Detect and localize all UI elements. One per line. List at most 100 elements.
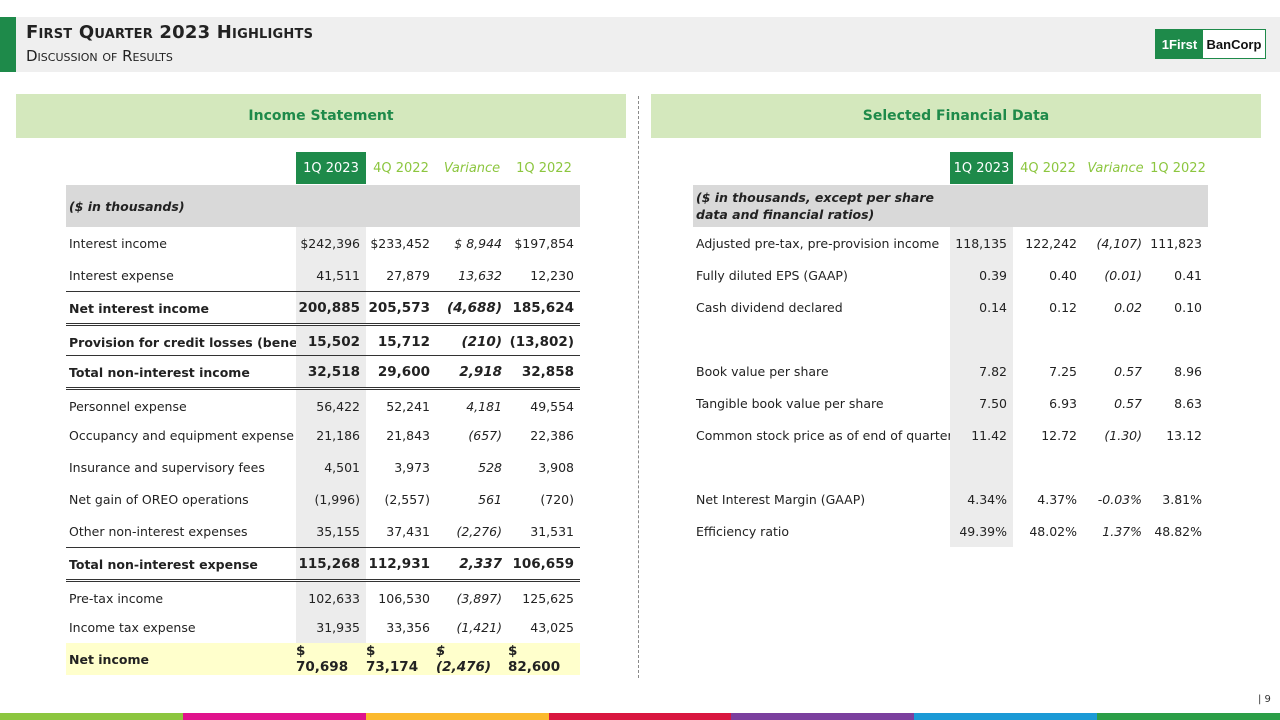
cell-variance: (3,897)	[456, 590, 502, 606]
cell-4q2022: 4.37%	[1037, 491, 1077, 507]
footer-bar-segment	[365, 713, 550, 720]
cell-variance: 2,337	[459, 556, 502, 572]
cell-1q2022: 3,908	[538, 459, 574, 475]
cell-1q2022: 22,386	[530, 427, 574, 443]
row-label: Personnel expense	[69, 398, 187, 414]
cell-4q2022: 0.12	[1049, 299, 1077, 315]
table-row: Total non-interest income 32,518 29,600 2,9…	[66, 355, 580, 388]
company-logo: 1First BanCorp	[1155, 29, 1266, 59]
table-row: Adjusted pre-tax, pre-provision income 11…	[693, 227, 1208, 259]
cell-1q2023: 15,502	[296, 326, 366, 358]
cell-1q2023: $242,396	[296, 227, 366, 259]
cell-4q2022: 52,241	[386, 398, 430, 414]
cell-variance	[1083, 451, 1148, 483]
row-label: Income tax expense	[69, 619, 196, 635]
cell-4q2022: 12.72	[1041, 427, 1077, 443]
cell-1q2023: 102,633	[296, 582, 366, 614]
table-row: Interest income $242,396 $233,452 $ 8,944 $1…	[66, 227, 580, 259]
cell-variance: $ 8,944	[454, 235, 502, 251]
table-row: Net Interest Margin (GAAP) 4.34% 4.37% -0.0…	[693, 483, 1208, 515]
row-label: Common stock price as of end of quarter	[696, 427, 953, 443]
cell-1q2022: (13,802)	[509, 334, 574, 350]
cell-4q2022	[1013, 451, 1083, 483]
cell-4q2022: 122,242	[1025, 235, 1077, 251]
cell-1q2022: $ 82,600	[508, 643, 580, 675]
row-label: Interest expense	[69, 267, 174, 283]
table-row: Net gain of OREO operations (1,996) (2,557…	[66, 483, 580, 515]
cell-1q2023: 35,155	[296, 515, 366, 547]
units-note: ($ in thousands, except per share data a…	[693, 185, 950, 227]
cell-variance: 561	[478, 491, 502, 507]
cell-variance: (657)	[468, 427, 502, 443]
row-label: Other non-interest expenses	[69, 523, 248, 539]
cell-1q2023: 21,186	[296, 419, 366, 451]
table-row: Efficiency ratio 49.39% 48.02% 1.37% 48.82%	[693, 515, 1208, 547]
cell-1q2023: $ 70,698	[296, 643, 366, 675]
page-number: | 9	[1258, 694, 1271, 705]
row-label: Provision for credit losses (benefit)	[69, 334, 319, 350]
cell-variance: (210)	[461, 334, 502, 350]
cell-4q2022: (2,557)	[384, 491, 430, 507]
cell-1q2022: 13.12	[1166, 427, 1202, 443]
column-header: 4Q 2022	[373, 160, 429, 176]
cell-1q2023: (1,996)	[296, 483, 366, 515]
cell-4q2022: 112,931	[368, 556, 431, 572]
cell-1q2022: 0.10	[1174, 299, 1202, 315]
cell-1q2023: 49.39%	[950, 515, 1013, 547]
cell-1q2023: 56,422	[296, 390, 366, 422]
cell-1q2022: $197,854	[514, 235, 574, 251]
cell-variance: 2,918	[459, 364, 502, 380]
cell-4q2022: 27,879	[386, 267, 430, 283]
cell-4q2022: 48.02%	[1029, 523, 1077, 539]
cell-variance: 1.37%	[1102, 523, 1142, 539]
cell-1q2022: (720)	[540, 491, 574, 507]
selected-data-title: Selected Financial Data	[651, 94, 1261, 138]
cell-variance: 4,181	[466, 398, 502, 414]
table-row: Other non-interest expenses 35,155 37,431 (…	[66, 515, 580, 547]
table-row: Net interest income 200,885 205,573 (4,688)…	[66, 291, 580, 324]
cell-1q2023: 4,501	[296, 451, 366, 483]
column-header: 1Q 2023	[950, 152, 1013, 184]
row-label: Occupancy and equipment expense	[69, 427, 294, 443]
cell-1q2023: 0.14	[950, 291, 1013, 323]
row-label: Efficiency ratio	[696, 523, 790, 539]
table-row: Personnel expense 56,422 52,241 4,181 49,554	[66, 387, 580, 422]
cell-4q2022: 29,600	[377, 364, 430, 380]
cell-4q2022: 7.25	[1049, 363, 1077, 379]
cell-1q2023: 7.82	[950, 355, 1013, 387]
cell-4q2022: 0.40	[1049, 267, 1077, 283]
cell-1q2023: 4.34%	[950, 483, 1013, 515]
row-label: Net Interest Margin (GAAP)	[696, 491, 866, 507]
cell-1q2022: 185,624	[512, 300, 575, 316]
column-header: 4Q 2022	[1020, 160, 1076, 176]
cell-4q2022: $233,452	[370, 235, 430, 251]
table-row: Cash dividend declared 0.14 0.12 0.02 0.10	[693, 291, 1208, 323]
cell-1q2023: 11.42	[950, 419, 1013, 451]
header-accent-bar	[0, 17, 16, 72]
slide-header: First Quarter 2023 Highlights Discussion…	[0, 17, 1280, 72]
table-row: Common stock price as of end of quarter 1…	[693, 419, 1208, 451]
cell-variance: (1,421)	[456, 619, 502, 635]
cell-4q2022: 3,973	[394, 459, 430, 475]
cell-variance: 528	[478, 459, 502, 475]
table-row: Interest expense 41,511 27,879 13,632 12,230	[66, 259, 580, 291]
cell-1q2022	[1148, 451, 1208, 483]
cell-4q2022: 37,431	[386, 523, 430, 539]
cell-variance: (2,276)	[456, 523, 502, 539]
row-label: Cash dividend declared	[696, 299, 843, 315]
cell-4q2022: 33,356	[386, 619, 430, 635]
table-row: Pre-tax income 102,633 106,530 (3,897) 125,6…	[66, 579, 580, 614]
slide-subtitle: Discussion of Results	[26, 47, 173, 65]
column-header: Variance	[443, 160, 501, 176]
row-label: Tangible book value per share	[696, 395, 884, 411]
row-label: Net gain of OREO operations	[69, 491, 249, 507]
table-row: Tangible book value per share 7.50 6.93 0.5…	[693, 387, 1208, 419]
footer-bar-segment	[1097, 713, 1280, 720]
cell-variance: (4,688)	[446, 300, 502, 316]
logo-mark: 1First	[1156, 30, 1203, 58]
column-header: 1Q 2022	[1150, 160, 1206, 176]
cell-1q2022: 32,858	[521, 364, 574, 380]
table-row: Occupancy and equipment expense 21,186 21,…	[66, 419, 580, 451]
table-row	[693, 451, 1208, 483]
cell-1q2023: 32,518	[296, 356, 366, 388]
